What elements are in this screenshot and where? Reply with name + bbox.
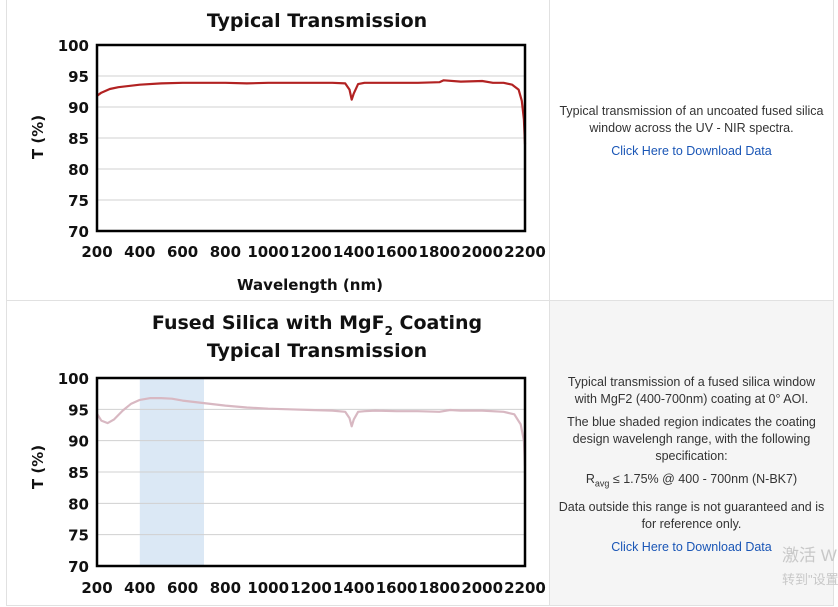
download-data-link[interactable]: Click Here to Download Data [611,539,772,554]
x-tick-label: 1200 [290,243,332,261]
x-tick-label: 200 [81,243,112,261]
download-data-link[interactable]: Click Here to Download Data [611,144,772,158]
x-tick-label: 1400 [333,243,375,261]
y-tick-label: 80 [68,495,89,513]
x-tick-label: 800 [210,579,241,597]
x-tick-label: 1600 [376,579,418,597]
plot-frame [95,43,527,233]
x-axis-label: Wavelength (nm) [237,276,383,294]
transmission-chart-2: Fused Silica with MgF2 Coating Typical T… [29,312,546,597]
chart-row-2: Fused Silica with MgF2 Coating Typical T… [6,300,834,606]
description-text: Typical transmission of a fused silica w… [567,375,816,406]
y-tick-label: 90 [68,99,89,117]
x-tick-label: 200 [81,579,112,597]
chart-row-1: Typical Transmission T (%) Wavelength (n… [6,0,834,301]
y-tick-label: 90 [68,433,89,451]
description-panel-2: Typical transmission of a fused silica w… [550,301,833,605]
description-block: Typical transmission of an uncoated fuse… [550,103,833,160]
chart-title: Typical Transmission [207,10,427,32]
description-text-range: The blue shaded region indicates the coa… [567,415,816,463]
x-tick-label: 1400 [333,579,375,597]
x-tick-label: 1000 [247,579,289,597]
x-tick-label: 600 [167,579,198,597]
y-tick-label: 85 [68,130,89,148]
y-tick-label: 85 [68,464,89,482]
y-tick-label: 95 [68,401,89,419]
chart-title-line-2: Typical Transmission [207,340,427,362]
y-axis-label: T (%) [29,445,47,489]
x-tick-label: 2200 [504,243,546,261]
y-tick-label: 100 [58,37,89,55]
y-tick-label: 100 [58,370,89,388]
x-tick-label: 400 [124,579,155,597]
chart-panel-2: Fused Silica with MgF2 Coating Typical T… [7,301,550,605]
coating-spec: Ravg ≤ 1.75% @ 400 - 700nm (N-BK7) [585,472,798,489]
x-tick-label: 1800 [419,579,461,597]
description-panel-1: Typical transmission of an uncoated fuse… [550,0,833,300]
disclaimer-text: Data outside this range is not guarantee… [558,499,825,531]
x-tick-label: 1800 [419,243,461,261]
y-tick-label: 70 [68,223,89,241]
x-tick-label: 2200 [504,579,546,597]
transmission-line [96,79,527,145]
x-tick-label: 400 [124,243,155,261]
y-tick-label: 75 [68,192,89,210]
os-activation-watermark: 激活 W 转到"设置 [782,546,838,587]
x-tick-label: 2000 [461,579,503,597]
x-tick-label: 1000 [247,243,289,261]
x-tick-label: 800 [210,243,241,261]
chart-title-line-1: Fused Silica with MgF2 Coating [152,312,482,338]
y-tick-label: 80 [68,161,89,179]
description-block: Typical transmission of a fused silica w… [550,374,833,556]
x-tick-label: 1600 [376,243,418,261]
transmission-line [96,396,527,466]
x-tick-label: 600 [167,243,198,261]
plot-frame [95,376,527,568]
x-tick-label: 1200 [290,579,332,597]
description-text: Typical transmission of an uncoated fuse… [559,104,824,135]
transmission-chart-1: Typical Transmission T (%) Wavelength (n… [29,10,546,294]
y-axis-label: T (%) [29,115,47,159]
y-tick-label: 70 [68,558,89,576]
x-tick-label: 2000 [461,243,503,261]
y-tick-label: 95 [68,68,89,86]
y-tick-label: 75 [68,527,89,545]
chart-panel-1: Typical Transmission T (%) Wavelength (n… [7,0,550,300]
